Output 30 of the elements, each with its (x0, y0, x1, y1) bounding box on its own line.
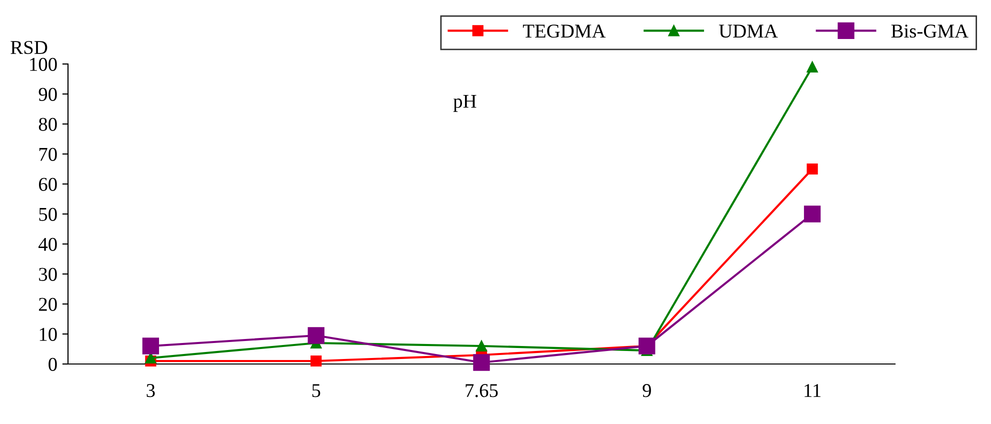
point (310, 355, 322, 367)
y-tick-label: 100 (30, 58, 57, 71)
y-tick-label: 70 (39, 148, 57, 161)
point (638, 338, 656, 354)
x-tick-label: 11 (804, 384, 820, 397)
y-tick-label: 90 (38, 88, 57, 101)
x-tick-label: 7.65 (466, 384, 498, 398)
legend-label: UDMA (718, 24, 778, 38)
x-tick-label: 9 (642, 384, 651, 398)
x-tick-label: 5 (312, 384, 320, 398)
y-tick-label: 30 (39, 268, 57, 281)
y-tick-label: 10 (40, 328, 57, 341)
x-tick-label: 3 (146, 384, 155, 398)
y-tick-label: 0 (48, 358, 57, 371)
point (806, 61, 818, 73)
y-tick-label: 50 (39, 208, 57, 221)
point (473, 354, 490, 371)
y-tick-label: 20 (38, 298, 57, 311)
legend-label: Bis-GMA (891, 24, 968, 38)
legend-label: TEGDMA (522, 24, 606, 38)
annotation: pH (453, 94, 476, 112)
point (142, 338, 160, 354)
y-axis-title: RSD (10, 40, 48, 54)
y-tick-label: 80 (38, 118, 57, 131)
y-tick-label: 40 (38, 238, 57, 251)
point (804, 206, 821, 222)
point (308, 327, 324, 344)
point (476, 340, 488, 352)
y-tick-label: 60 (38, 178, 57, 191)
point (806, 163, 818, 175)
